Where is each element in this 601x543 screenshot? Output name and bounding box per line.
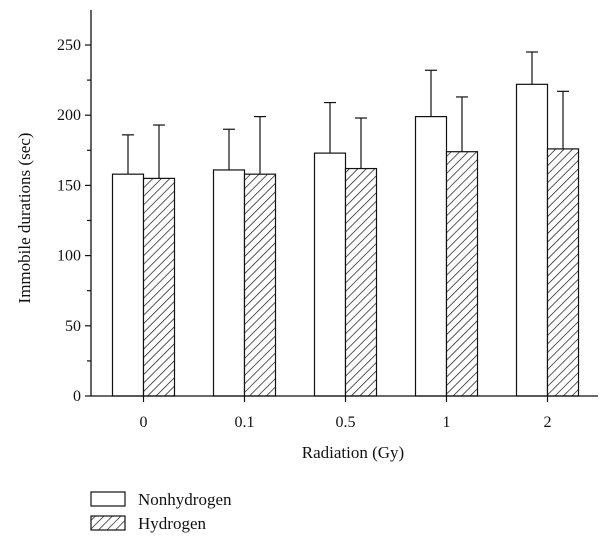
bar-nonhydrogen-0.1 [212, 169, 246, 397]
x-tick-label: 0.5 [336, 414, 356, 431]
bar-hydrogen-2 [546, 148, 580, 397]
legend: Nonhydrogen Hydrogen [90, 490, 232, 533]
legend-item-hydrogen: Hydrogen [90, 514, 206, 533]
y-tick-label: 50 [65, 318, 81, 335]
legend-swatch-hydrogen [90, 515, 126, 531]
legend-swatch-nonhydrogen [90, 491, 126, 507]
y-tick-label: 100 [57, 248, 81, 265]
x-axis-label: Radiation (Gy) [302, 443, 404, 462]
legend-label-hydrogen: Hydrogen [138, 514, 206, 533]
bar-hydrogen-0.5 [344, 167, 378, 397]
y-axis-label: Immobile durations (sec) [15, 133, 34, 304]
bar-hydrogen-0.1 [243, 173, 277, 397]
legend-item-nonhydrogen: Nonhydrogen [90, 490, 232, 509]
legend-label-nonhydrogen: Nonhydrogen [138, 490, 232, 509]
bar-hydrogen-1 [445, 151, 479, 397]
bars-layer [111, 83, 580, 397]
bar-hydrogen-0 [142, 177, 176, 397]
x-tick-label: 2 [544, 414, 552, 431]
x-axis-ticks: 0 0.1 0.5 1 2 [140, 396, 552, 431]
y-axis-ticks: 0 50 100 150 200 250 [57, 37, 91, 405]
x-tick-label: 1 [443, 414, 451, 431]
y-tick-label: 150 [57, 177, 81, 194]
bar-nonhydrogen-1 [414, 116, 448, 397]
x-tick-label: 0.1 [235, 414, 255, 431]
error-bars-layer [122, 51, 569, 179]
bar-nonhydrogen-0.5 [313, 152, 347, 397]
y-tick-label: 250 [57, 37, 81, 54]
bar-nonhydrogen-0 [111, 173, 145, 397]
x-tick-label: 0 [140, 414, 148, 431]
y-tick-label: 0 [73, 388, 81, 405]
y-tick-label: 200 [57, 107, 81, 124]
bar-nonhydrogen-2 [515, 83, 549, 397]
